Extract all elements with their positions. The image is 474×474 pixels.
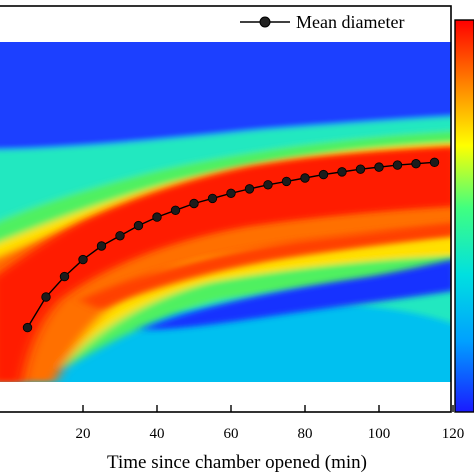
heatmap-upper-blue [0, 42, 451, 150]
mean-diameter-point [355, 164, 366, 174]
heatmap-lower-blue [140, 259, 451, 330]
x-tick-label: 80 [298, 426, 313, 442]
mean-diameter-point [78, 254, 88, 265]
x-tick-label: 40 [150, 426, 165, 442]
mean-diameter-point [189, 198, 199, 209]
legend-marker [259, 16, 271, 28]
mean-diameter-point [263, 180, 273, 190]
plot-frame [0, 5, 452, 413]
heatmap-secondary-ridge [80, 222, 451, 310]
mean-diameter-point [392, 160, 403, 170]
mean-diameter-point [22, 322, 33, 333]
mean-diameter-point [337, 167, 347, 177]
legend-label: Mean diameter [296, 12, 404, 32]
mean-diameter-point [300, 173, 310, 183]
mean-diameter-point [281, 176, 292, 187]
x-axis: 20 40 60 80 100 120 [76, 405, 465, 442]
x-tick-label: 100 [368, 426, 391, 442]
mean-diameter-point [133, 220, 144, 231]
mean-diameter-point [96, 241, 107, 251]
mean-diameter-point [59, 271, 70, 282]
x-tick-label: 20 [76, 426, 91, 442]
heatmap-red-ridge [0, 146, 451, 382]
heatmap [0, 42, 451, 382]
mean-diameter-point [429, 157, 440, 168]
legend: Mean diameter [240, 12, 404, 32]
mean-diameter-point [170, 205, 181, 216]
mean-diameter-point [374, 162, 384, 172]
x-axis-title: Time since chamber opened (min) [107, 452, 367, 473]
mean-diameter-point [152, 212, 162, 222]
x-tick-label: 120 [442, 426, 465, 442]
mean-diameter-point [226, 188, 236, 199]
mean-diameter-point [207, 193, 218, 204]
mean-diameter-point [411, 159, 421, 169]
colorbar [454, 19, 474, 413]
x-tick-label: 60 [224, 426, 239, 442]
mean-diameter-point [41, 292, 51, 302]
mean-diameter-point [244, 184, 255, 194]
mean-diameter-point [318, 169, 329, 180]
mean-diameter-point [115, 231, 125, 241]
mean-diameter-series [22, 157, 440, 333]
